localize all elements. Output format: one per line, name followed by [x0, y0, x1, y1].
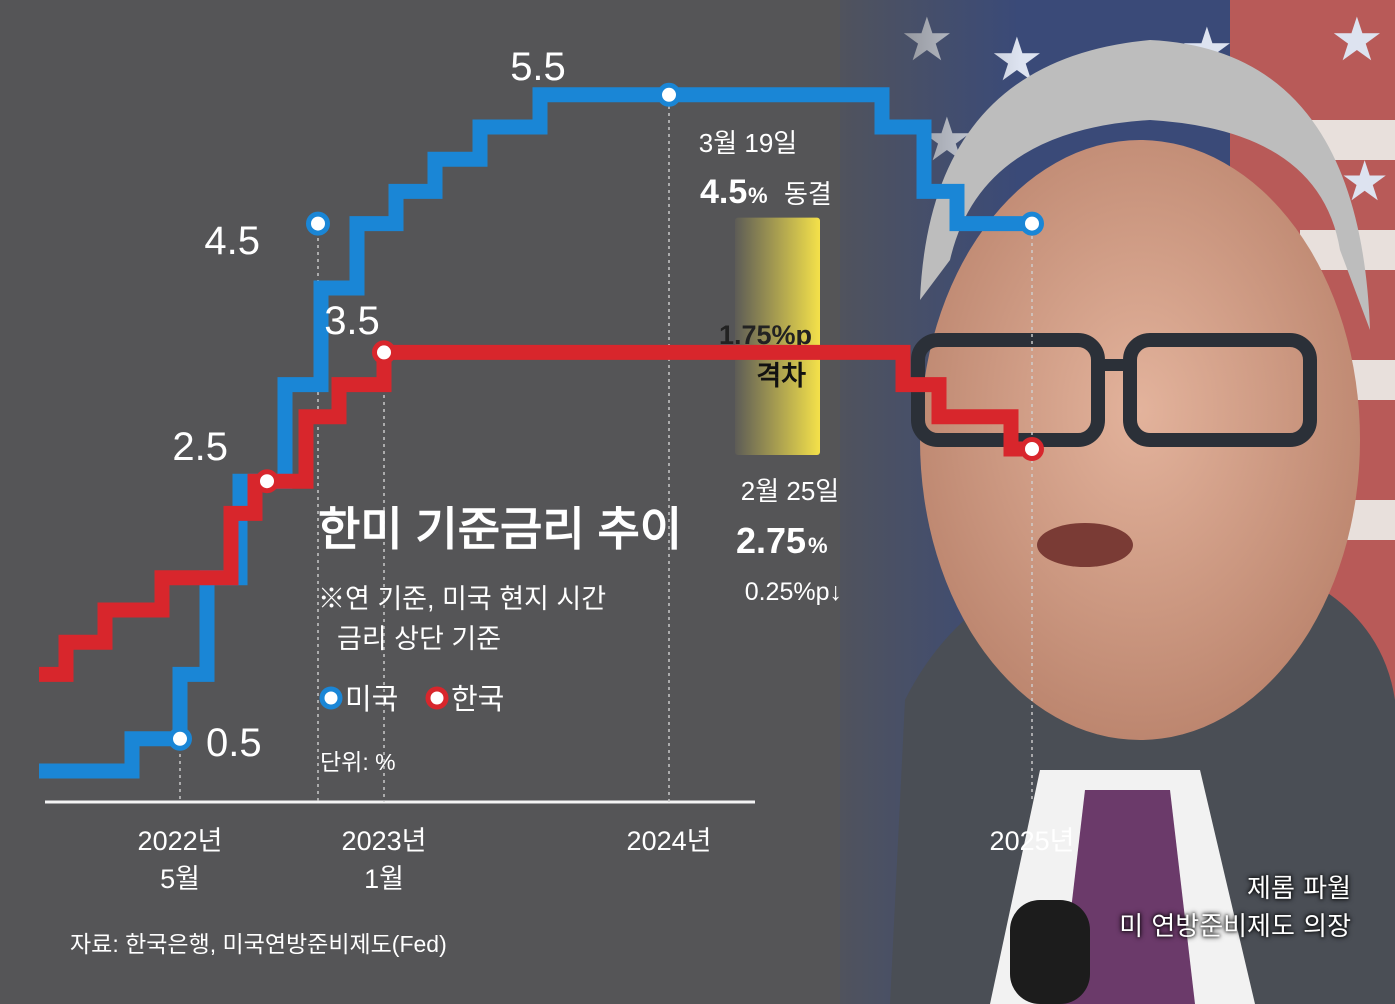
x-tick-year-3: 2025년 — [990, 826, 1075, 856]
x-tick-month-1: 1월 — [364, 864, 404, 894]
kr-annotation-date: 2월 25일 — [741, 476, 839, 506]
data-point-4 — [255, 469, 279, 494]
us-annotation-status: 동결 — [784, 179, 832, 209]
chart-note-1: ※연 기준, 미국 현지 시간 — [318, 584, 606, 614]
data-point-6 — [1020, 437, 1044, 461]
x-tick-month-0: 5월 — [160, 864, 200, 894]
legend-label-kr: 한국 — [451, 684, 504, 716]
x-tick-year-1: 2023년 — [342, 826, 427, 856]
series-line-us — [39, 87, 1032, 779]
photo-caption-title: 미 연방준비제도 의장 — [1119, 912, 1351, 942]
point-label-4-5: 4.5 — [204, 219, 260, 263]
kr-annotation-pct: % — [808, 533, 828, 558]
data-point-5 — [372, 340, 396, 365]
gap-label: 격차 — [756, 361, 806, 391]
source-note: 자료: 한국은행, 미국연방준비제도(Fed) — [70, 931, 447, 957]
person — [890, 40, 1395, 1004]
unit-label: 단위: % — [320, 749, 396, 775]
data-point-2 — [657, 82, 681, 107]
kr-annotation-value: 2.75 — [736, 520, 806, 561]
series-line-kr — [39, 344, 1032, 682]
legend-label-us: 미국 — [345, 684, 398, 716]
svg-text:★: ★ — [1330, 5, 1384, 75]
kr-annotation-change: 0.25%p↓ — [745, 578, 842, 606]
legend-marker-kr — [425, 686, 449, 710]
point-label-5-5: 5.5 — [510, 45, 566, 89]
chart-note-2: 금리 상단 기준 — [337, 624, 501, 654]
point-label-2-5: 2.5 — [172, 425, 228, 469]
us-annotation-value: 4.5 — [700, 173, 747, 211]
us-annotation-date: 3월 19일 — [699, 128, 797, 158]
data-point-1 — [306, 211, 330, 236]
chart-title: 한미 기준금리 추이 — [318, 503, 682, 555]
gap-bar — [735, 217, 820, 455]
x-tick-year-2: 2024년 — [627, 826, 712, 856]
us-annotation-pct: % — [748, 183, 768, 208]
photo-caption-name: 제롬 파월 — [1247, 874, 1351, 904]
legend-marker-us — [319, 686, 343, 710]
data-point-3 — [1020, 211, 1044, 236]
x-tick-year-0: 2022년 — [138, 826, 223, 856]
point-label-3-5: 3.5 — [324, 299, 380, 343]
point-label-0-5: 0.5 — [206, 721, 262, 765]
data-point-0 — [168, 726, 192, 751]
